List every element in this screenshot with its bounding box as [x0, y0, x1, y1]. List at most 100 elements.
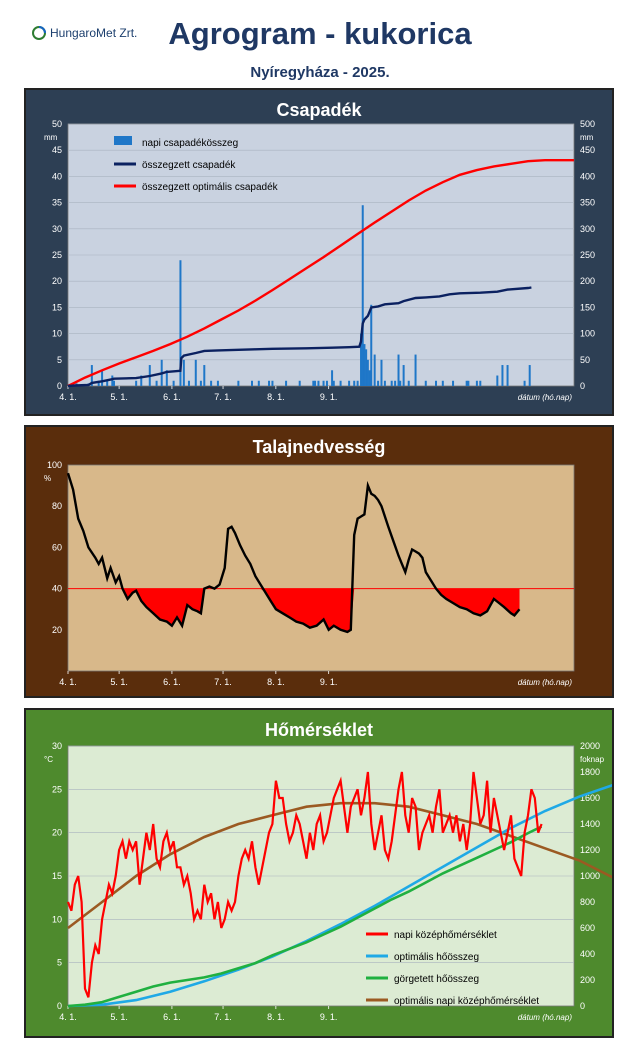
legend-label: görgetett hőösszeg	[394, 974, 479, 985]
y-right-tick-label: 600	[580, 923, 595, 933]
precip-bar	[298, 380, 301, 386]
precip-bar	[383, 380, 386, 386]
precip-bar	[366, 359, 369, 386]
y-right-tick-label: 200	[580, 276, 595, 286]
y-tick-label: 10	[52, 914, 62, 924]
cumulative-precip-line	[67, 286, 532, 388]
precip-bar	[140, 375, 143, 386]
precip-bar	[414, 354, 417, 386]
precip-bar	[348, 380, 351, 386]
y-right-tick-label: 100	[580, 329, 595, 339]
y-right-tick-label: 1600	[580, 793, 600, 803]
rolling-heat-sum-line	[67, 825, 543, 1008]
y-tick-label: 80	[52, 501, 62, 511]
y-right-tick-label: 1200	[580, 845, 600, 855]
soil-moisture-chart: Talajnedvesség 20 40 60 80 100% 4. 1. 5. 1. 6. 1…	[44, 437, 575, 687]
precip-bar	[216, 380, 219, 386]
y-right-axis-label: foknap	[580, 755, 605, 764]
y-tick-label: 5	[57, 355, 62, 365]
y-right-tick-label: 0	[580, 381, 585, 391]
x-tick-label: 4. 1.	[59, 677, 77, 687]
precip-bar	[322, 380, 325, 386]
soil-moisture-panel: Talajnedvesség 20 40 60 80 100% 4. 1. 5. 1. 6. 1…	[24, 425, 614, 698]
y-right-axis-label: mm	[580, 133, 594, 142]
precip-bar	[251, 380, 253, 386]
x-tick-label: 6. 1.	[163, 677, 181, 687]
precip-bar	[528, 365, 531, 386]
legend-label: napi középhőmérséklet	[394, 930, 497, 941]
y-tick-label: 40	[52, 171, 62, 181]
precip-bar	[155, 380, 158, 386]
y-right-tick-label: 1000	[580, 871, 600, 881]
temperature-chart: Hőmérséklet 0 5 10 15 20 25 30 °C 0 200 400 600 800 10…	[44, 720, 637, 1022]
precip-bar	[363, 344, 366, 386]
precip-bar	[332, 380, 335, 386]
precipitation-chart: Csapadék 0 5 10 15 20 25 30 35 40 45 50 mm 0 50 100 150 2…	[44, 100, 595, 402]
precip-bar	[435, 380, 437, 386]
precip-bar	[237, 380, 240, 386]
precip-bar	[394, 380, 397, 386]
precip-bar	[106, 380, 109, 386]
y-tick-label: 45	[52, 145, 62, 155]
y-tick-label: 35	[52, 198, 62, 208]
page-title: Agrogram - kukorica	[168, 16, 472, 51]
precip-bar	[101, 370, 104, 386]
precip-bar	[314, 380, 317, 386]
x-tick-label: 5. 1.	[110, 392, 128, 402]
precip-bar	[285, 380, 288, 386]
x-axis-title: dátum (hó.nap)	[518, 393, 573, 402]
y-tick-label: 20	[52, 276, 62, 286]
precip-bar	[331, 370, 334, 386]
precip-bar	[97, 380, 100, 386]
y-tick-label: 40	[52, 584, 62, 594]
precip-bar	[113, 380, 115, 386]
precip-bar	[479, 380, 482, 386]
y-tick-label: 15	[52, 302, 62, 312]
y-right-tick-label: 150	[580, 302, 595, 312]
x-tick-label: 6. 1.	[163, 392, 181, 402]
precip-bar	[317, 380, 320, 386]
y-tick-label: 50	[52, 119, 62, 129]
precip-bar	[268, 380, 271, 386]
x-tick-label: 9. 1.	[320, 1012, 338, 1022]
y-right-tick-label: 2000	[580, 741, 600, 751]
precip-bar	[182, 359, 185, 386]
temperature-panel: Hőmérséklet 0 5 10 15 20 25 30 °C 0 200 400 600 800 10…	[24, 708, 637, 1038]
y-tick-label: 0	[57, 1001, 62, 1011]
y-right-tick-label: 1400	[580, 819, 600, 829]
x-tick-label: 7. 1.	[214, 677, 232, 687]
precip-bar	[441, 380, 444, 386]
precip-bar	[365, 349, 368, 386]
x-axis-title: dátum (hó.nap)	[518, 678, 573, 687]
y-tick-label: 30	[52, 741, 62, 751]
x-tick-label: 6. 1.	[163, 1012, 181, 1022]
page-subtitle: Nyíregyháza - 2025.	[250, 64, 390, 81]
precip-bar	[135, 380, 138, 386]
precip-bar	[339, 380, 342, 386]
precip-bar	[390, 380, 393, 386]
optimal-precip-line	[67, 159, 574, 388]
precip-bar	[402, 365, 405, 386]
legend-label: összegzett optimális csapadék	[142, 182, 279, 193]
precip-bar	[257, 380, 260, 386]
chart-title: Hőmérséklet	[265, 720, 373, 740]
precip-bar	[312, 380, 315, 386]
y-axis-label: mm	[44, 133, 58, 142]
precip-bar	[397, 354, 400, 386]
y-tick-label: 20	[52, 625, 62, 635]
legend-label: napi csapadékösszeg	[142, 138, 238, 149]
optimal-daily-temp-line	[67, 801, 637, 930]
y-right-tick-label: 250	[580, 250, 595, 260]
precip-bar	[271, 380, 274, 386]
precip-bar	[407, 380, 410, 386]
deficit-area	[68, 588, 520, 632]
logo-icon	[32, 26, 46, 40]
precip-bar	[172, 380, 175, 386]
y-axis-label: %	[44, 474, 51, 483]
y-right-tick-label: 400	[580, 171, 595, 181]
precip-bar	[475, 380, 478, 386]
precip-bar	[325, 380, 328, 386]
precip-bar	[452, 380, 455, 386]
y-tick-label: 20	[52, 828, 62, 838]
logo: HungaroMet Zrt.	[32, 26, 137, 40]
